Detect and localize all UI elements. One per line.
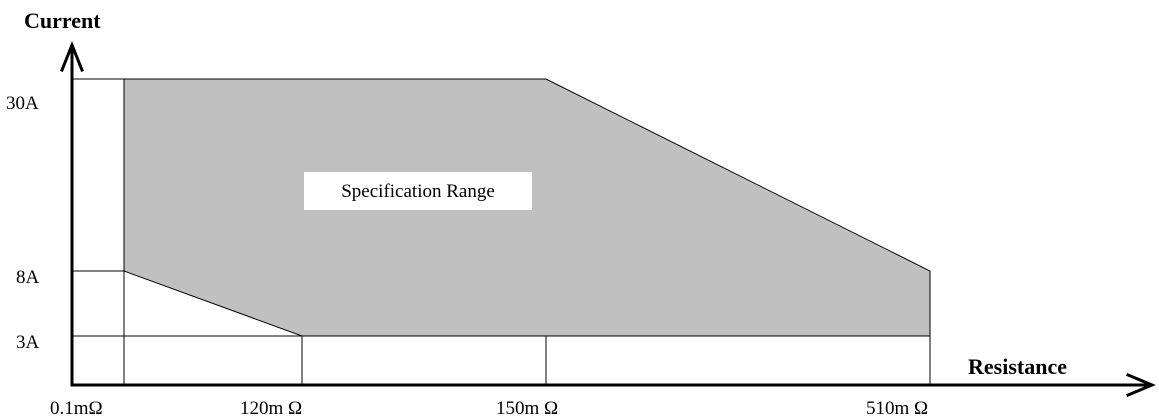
y-tick-label-3a: 3A	[16, 332, 40, 353]
x-tick-label-150m: 150m Ω	[496, 398, 558, 419]
x-tick-label-120m: 120m Ω	[240, 398, 302, 419]
y-tick-label-30a: 30A	[6, 93, 39, 114]
region-label-box	[304, 172, 532, 210]
x-axis-arrowhead	[1126, 373, 1156, 397]
y-axis-title: Current	[24, 8, 101, 33]
x-tick-label-0-1m: 0.1mΩ	[50, 398, 103, 419]
x-tick-label-510m: 510m Ω	[866, 398, 928, 419]
x-axis-title: Resistance	[968, 354, 1067, 379]
y-axis-arrowhead	[60, 40, 84, 72]
y-tick-label-8a: 8A	[16, 267, 40, 288]
region-label: Specification Range	[341, 181, 495, 202]
